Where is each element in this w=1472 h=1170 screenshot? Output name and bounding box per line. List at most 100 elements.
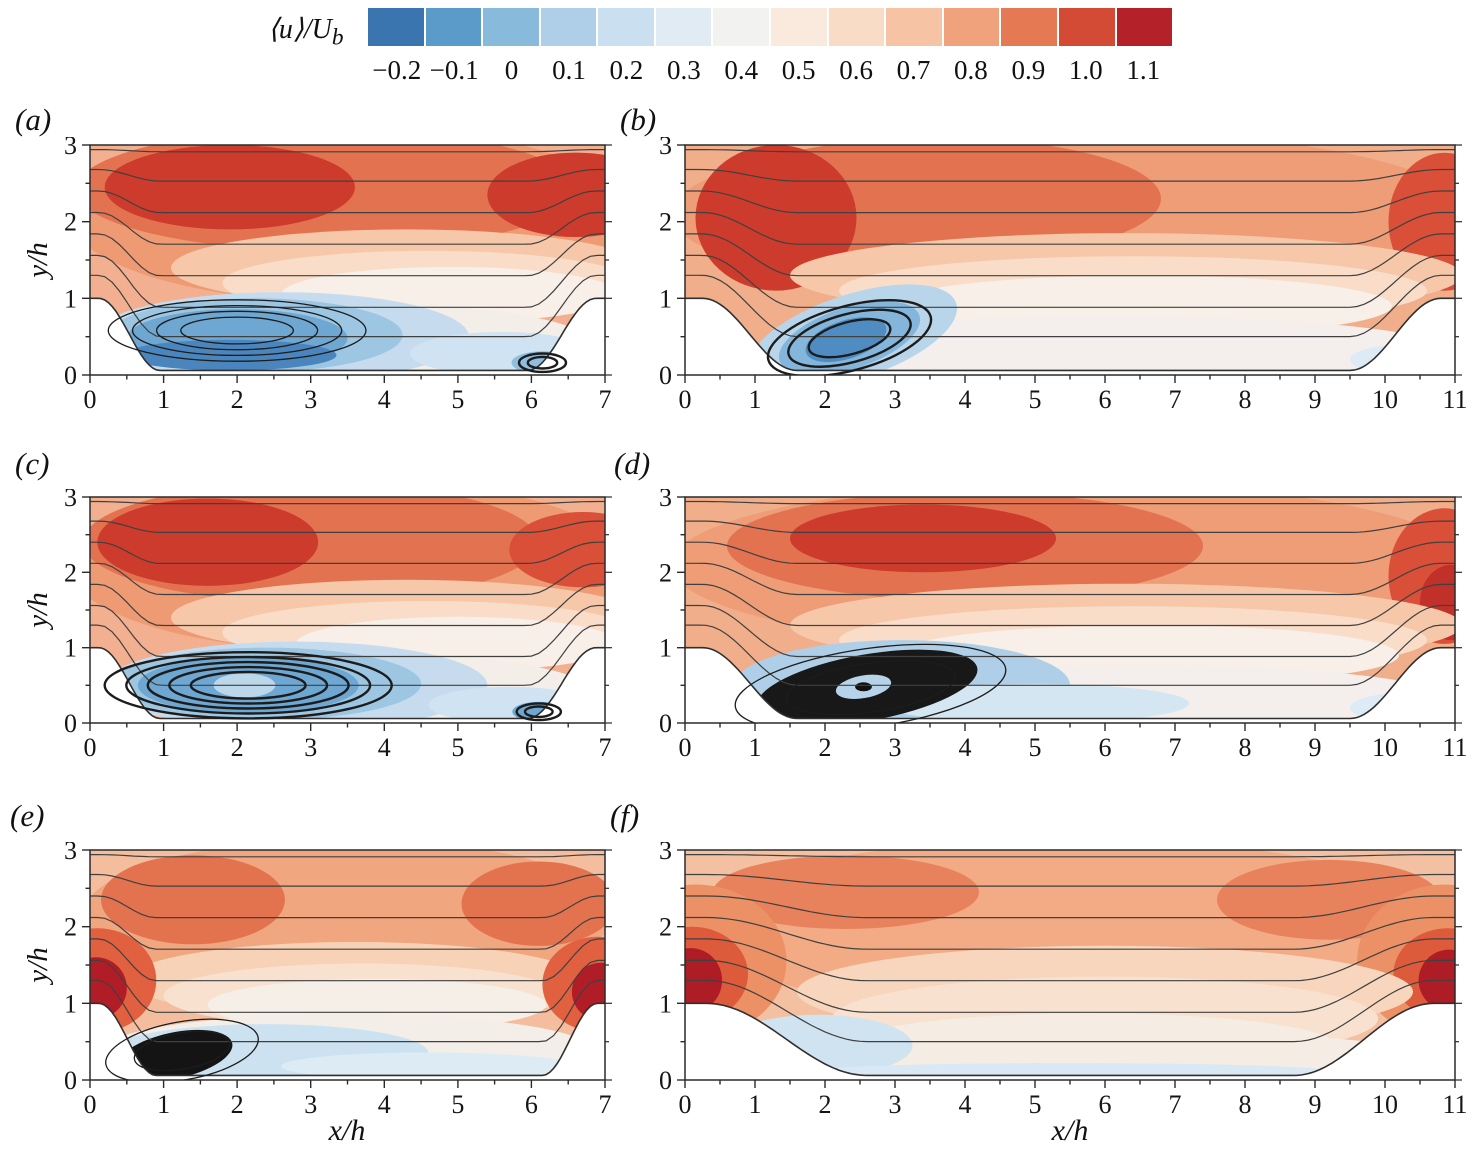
lower-wall-mask: [685, 1003, 1455, 1080]
streamline: [90, 274, 605, 338]
gutter-cover: [615, 375, 1469, 421]
x-tick-label: 9: [1309, 385, 1322, 414]
colorbar-tick: −0.2: [372, 55, 422, 85]
colorbar-segment: [713, 8, 770, 46]
streamline: [90, 854, 605, 858]
streamline: [685, 168, 1455, 182]
streamline: [685, 500, 1455, 505]
colorbar-tick-labels: −0.2 −0.1 0 0.1 0.2 0.3 0.4 0.5 0.6 0.7 0.8 0.9 1.0 1…: [368, 55, 1172, 86]
colorbar-tick: 0.8: [954, 55, 988, 85]
recirculation-streamline: [766, 299, 933, 378]
x-axis-label-e: x/h: [328, 1114, 366, 1147]
streamline: [685, 873, 1455, 887]
contour-band: [487, 152, 619, 237]
streamline: [685, 211, 1455, 245]
lower-wall-line: [90, 1002, 605, 1077]
x-tick-label: 4: [959, 385, 972, 414]
x-tick-label: 8: [1239, 1090, 1252, 1119]
colorbar-tick: 0.7: [896, 55, 931, 85]
recirculation-streamline: [107, 299, 367, 362]
lower-wall-line: [685, 646, 1455, 720]
x-tick-label: 1: [749, 733, 762, 762]
x-tick-label: 3: [889, 733, 902, 762]
gutter-cover: [20, 842, 619, 850]
gutter-cover: [1455, 137, 1469, 421]
panel-label-c: (c): [15, 446, 50, 481]
y-tick-label: 1: [659, 634, 672, 663]
streamline: [90, 211, 605, 245]
x-tick-label: 4: [959, 1090, 972, 1119]
y-tick-label: 3: [659, 842, 672, 865]
colorbar-tick: 0.5: [781, 55, 816, 85]
y-tick-label: 2: [64, 208, 77, 237]
colorbar-segment: [1001, 8, 1057, 46]
y-tick-label: 2: [659, 208, 672, 237]
x-tick-label: 0: [84, 385, 97, 414]
colorbar-tick: 0.2: [609, 55, 644, 85]
streamline: [685, 149, 1455, 153]
recirculation-streamline: [168, 665, 329, 705]
x-tick-label: 7: [599, 385, 612, 414]
recirculation-streamline: [131, 304, 343, 357]
colorbar: −0.2 −0.1 0 0.1 0.2 0.3 0.4 0.5 0.6 0.7 0.8 0.9 1.0 1…: [368, 8, 1173, 86]
recirculation-streamline: [523, 705, 554, 719]
x-tick-label: 3: [889, 385, 902, 414]
gutter-cover: [20, 137, 619, 145]
streamline: [90, 873, 605, 887]
y-tick-label: 2: [64, 558, 77, 587]
x-tick-label: 7: [599, 1090, 612, 1119]
colorbar-segment: [368, 8, 424, 46]
y-tick-label: 0: [659, 709, 672, 738]
y-tick-label: 1: [64, 989, 77, 1018]
x-tick-label: 6: [525, 1090, 538, 1119]
colorbar-segment: [598, 8, 654, 46]
x-tick-label: 7: [599, 733, 612, 762]
streamline: [685, 916, 1455, 950]
colorbar-tick: −0.1: [429, 55, 479, 85]
gutter-cover: [615, 489, 685, 769]
colorbar-segment: [828, 8, 885, 46]
colorbar-segment: [771, 8, 827, 46]
colorbar-segment: [540, 8, 597, 46]
x-tick-label: 2: [819, 1090, 832, 1119]
x-tick-label: 10: [1372, 1090, 1398, 1119]
streamline: [685, 979, 1455, 1043]
x-tick-label: 3: [889, 1090, 902, 1119]
x-tick-label: 2: [231, 385, 244, 414]
x-tick-label: 8: [1239, 385, 1252, 414]
lower-wall-line: [685, 1002, 1455, 1077]
y-tick-label: 0: [64, 1066, 77, 1095]
gutter-cover: [20, 489, 619, 497]
lower-wall-mask: [685, 647, 1455, 723]
colorbar-tick: 1.1: [1126, 55, 1161, 85]
recirculation-streamline: [526, 355, 559, 370]
streamline: [685, 959, 1455, 1013]
panel-label-d: (d): [614, 446, 651, 481]
x-tick-label: 9: [1309, 1090, 1322, 1119]
x-tick-label: 7: [1169, 385, 1182, 414]
panel-a: 0 1 2 3 4 5 6 7 0 1 2 3: [20, 137, 619, 421]
panel-d: 0 1 2 3 4 5 6 7 8 9 10 11 0 1 2 3: [615, 489, 1469, 769]
y-axis-label-a: y/h: [22, 242, 54, 278]
x-tick-label: 2: [819, 733, 832, 762]
gutter-cover: [615, 842, 685, 1126]
x-tick-label: 5: [451, 733, 464, 762]
streamline: [685, 254, 1455, 308]
lower-wall-line: [90, 646, 605, 720]
x-tick-label: 3: [304, 1090, 317, 1119]
gutter-cover: [615, 137, 685, 421]
streamline: [685, 562, 1455, 596]
streamline: [90, 168, 605, 182]
x-tick-label: 0: [679, 733, 692, 762]
streamline: [685, 541, 1455, 564]
streamline: [90, 959, 605, 1013]
x-tick-label: 1: [157, 1090, 170, 1119]
panel-label-f: (f): [610, 798, 640, 833]
contour-band: [881, 683, 1189, 723]
x-tick-label: 4: [959, 733, 972, 762]
colorbar-segment: [943, 8, 1000, 46]
streamline: [685, 938, 1455, 982]
streamline: [90, 895, 605, 919]
streamline: [685, 190, 1455, 214]
x-tick-label: 10: [1372, 733, 1398, 762]
